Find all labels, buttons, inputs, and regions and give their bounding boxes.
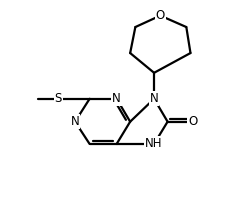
Text: NH: NH [145,137,163,150]
Text: N: N [71,115,79,128]
Text: N: N [150,92,159,105]
Text: N: N [112,92,121,105]
Text: O: O [188,115,197,128]
Text: S: S [55,92,62,105]
Text: O: O [156,9,165,22]
